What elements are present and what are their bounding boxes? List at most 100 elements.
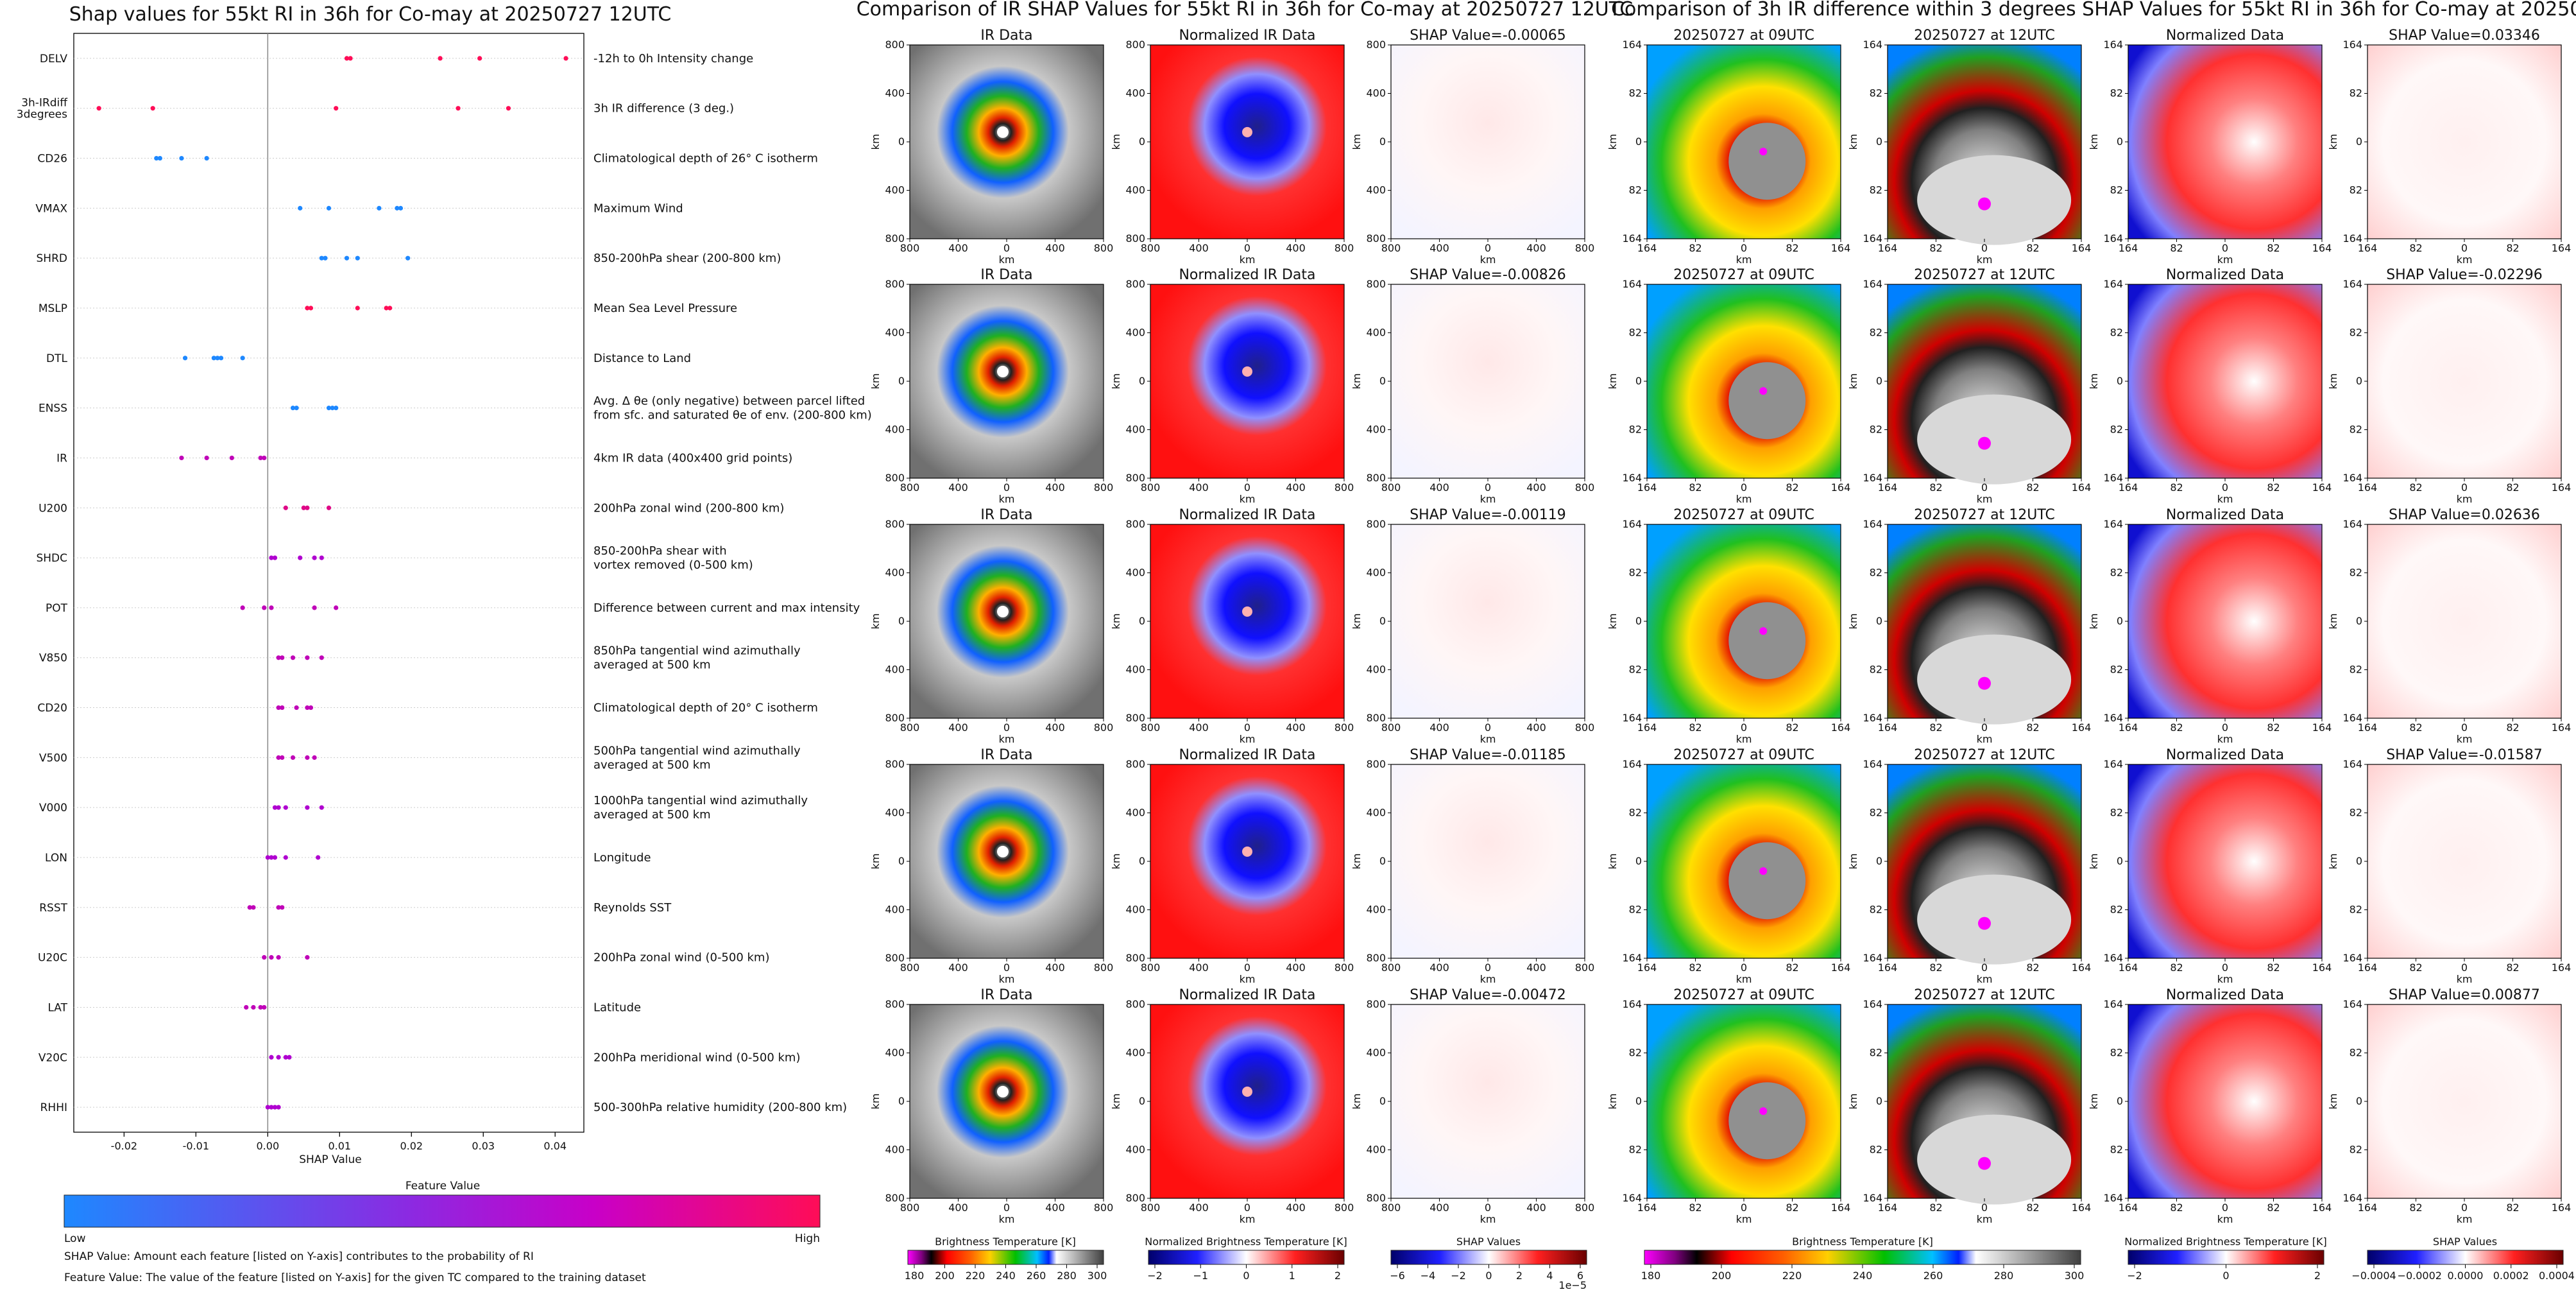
panel-y-axis-label: km: [2327, 134, 2339, 150]
panel-x-tick-label: 164: [2072, 242, 2092, 254]
panel-y-tick-label: 164: [1863, 278, 1882, 290]
shap-point: [262, 955, 267, 960]
panel-x-tick-label: 82: [2409, 242, 2422, 254]
panel-y-tick-label: 82: [1629, 1144, 1642, 1156]
panel-y-tick-label: 82: [2350, 1144, 2362, 1156]
panel-y-tick-label: 164: [1863, 998, 1882, 1010]
panel-y-tick-label: 82: [2110, 327, 2123, 339]
panel-x-axis-label: km: [1480, 493, 1496, 505]
cloud-mass: [1728, 1082, 1806, 1160]
panel-image: [909, 1004, 1104, 1199]
feature-description: Distance to Land: [593, 352, 691, 365]
feature-description: from sfc. and saturated θe of env. (200-…: [593, 409, 872, 422]
panel-x-tick-label: 800: [1335, 481, 1354, 494]
shap-colorbar-bar: [1390, 1250, 1587, 1265]
panel-y-tick-label: 82: [1870, 327, 1882, 339]
image-panel: SHAP Value=-0.01185800800400400004004008…: [1351, 747, 1594, 985]
panel-y-tick-label: 82: [2350, 87, 2362, 99]
image-panel: SHAP Value=-0.00065800800400400004004008…: [1351, 28, 1594, 266]
storm-eye: [996, 605, 1009, 617]
panel-image: [2367, 764, 2562, 959]
ir-panels: IR Data80080040040000400400800800kmkmNor…: [869, 28, 1594, 1282]
panel-y-axis-label: km: [1351, 854, 1363, 870]
panel-x-tick-label: 82: [2026, 242, 2039, 254]
feature-label: CD26: [37, 153, 67, 166]
feature-description: 3h IR difference (3 deg.): [593, 102, 734, 116]
panel-image: [1150, 44, 1345, 239]
shap-point: [334, 406, 339, 411]
panel-x-tick-label: 0: [2461, 721, 2468, 734]
panel-x-tick-label: 164: [1878, 1202, 1898, 1214]
image-panel: Normalized Data1641648282008282164164kmk…: [2088, 267, 2332, 505]
panel-y-tick-label: 164: [2342, 39, 2362, 51]
panel-x-tick-label: 800: [1381, 961, 1401, 974]
shap-point: [280, 705, 285, 711]
panel-y-tick-label: 164: [2342, 278, 2362, 290]
shap-point: [179, 455, 184, 461]
shap-point: [384, 306, 389, 311]
feature-label: ENSS: [38, 402, 67, 415]
panel-x-tick-label: 0: [1244, 1202, 1250, 1214]
panel-y-tick-label: 82: [2110, 1047, 2123, 1059]
panel-y-tick-label: 82: [1629, 567, 1642, 579]
shap-point: [272, 555, 278, 560]
shap-point: [298, 205, 303, 211]
panel-y-tick-label: 164: [1863, 472, 1882, 484]
panel-x-tick-label: 82: [1786, 961, 1798, 974]
panel-y-tick-label: 82: [1870, 567, 1882, 579]
panel-y-tick-label: 82: [2350, 1047, 2362, 1059]
shap-point: [269, 1105, 274, 1110]
storm-eye: [996, 845, 1009, 857]
shap-point: [298, 555, 303, 560]
shap-point: [312, 755, 317, 760]
panel-x-tick-label: 400: [1286, 721, 1306, 734]
feature-description: 4km IR data (400x400 grid points): [593, 451, 792, 465]
panel-title: Normalized IR Data: [1179, 987, 1315, 1003]
panel-y-tick-label: 0: [2356, 615, 2362, 627]
image-panel: Normalized Data1641648282008282164164kmk…: [2088, 28, 2332, 266]
panel-x-tick-label: 0: [1741, 721, 1747, 734]
shap-point: [456, 106, 461, 111]
shap-point: [287, 1055, 292, 1060]
panel-y-axis-label: km: [1351, 374, 1363, 390]
panel-x-tick-label: 800: [1141, 721, 1161, 734]
panel-x-axis-label: km: [999, 1213, 1015, 1225]
colorbar-tick-label: 240: [996, 1270, 1016, 1282]
panel-x-tick-label: 800: [1381, 1202, 1401, 1214]
shap-point: [265, 855, 270, 860]
panel-y-tick-label: 0: [1379, 1095, 1386, 1107]
panel-x-tick-label: 0: [1244, 481, 1250, 494]
panel-x-tick-label: 164: [1831, 242, 1851, 254]
panel-x-tick-label: 164: [1637, 961, 1657, 974]
panel-x-tick-label: 0: [1981, 721, 1988, 734]
colorbar-tick-label: 300: [1088, 1270, 1107, 1282]
panel-y-axis-label: km: [1847, 134, 1859, 150]
panel-y-tick-label: 82: [2350, 807, 2362, 819]
feature-description: 1000hPa tangential wind azimuthally: [593, 794, 808, 807]
storm-eye: [1242, 1086, 1252, 1097]
bt-colorbar-label: Brightness Temperature [K]: [1792, 1236, 1933, 1248]
panel-x-tick-label: 82: [1786, 1202, 1798, 1214]
shap-point: [355, 306, 360, 311]
colorbar-tick-label: 0.0000: [2448, 1270, 2484, 1282]
cloud-mass: [1917, 155, 2072, 245]
panel-y-tick-label: 800: [885, 998, 905, 1010]
feature-description: Latitude: [593, 1001, 641, 1014]
x-tick-label: 0.03: [472, 1140, 495, 1152]
panel-y-tick-label: 400: [1125, 424, 1145, 436]
panel-y-tick-label: 164: [1622, 712, 1642, 724]
shap-point: [280, 655, 285, 660]
colorbar-low: Low: [64, 1232, 86, 1245]
shap-point: [240, 356, 245, 361]
panel-y-tick-label: 800: [885, 472, 905, 484]
panel-y-axis-label: km: [1110, 1094, 1122, 1110]
panel-x-tick-label: 82: [2506, 721, 2519, 734]
shap-point: [319, 805, 324, 810]
panel-x-tick-label: 82: [2506, 481, 2519, 494]
panel-image: [2367, 44, 2562, 239]
feature-description: 850-200hPa shear with: [593, 544, 727, 558]
panel-y-axis-label: km: [1847, 854, 1859, 870]
panel-y-tick-label: 400: [1366, 424, 1386, 436]
shap-note: SHAP Value: Amount each feature [listed …: [64, 1250, 534, 1263]
cloud-mass: [1917, 1114, 2072, 1205]
